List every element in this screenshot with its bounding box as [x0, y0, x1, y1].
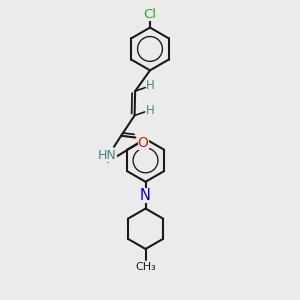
Text: N: N	[140, 188, 151, 203]
Text: O: O	[138, 136, 148, 150]
Text: CH₃: CH₃	[135, 262, 156, 272]
Text: HN: HN	[98, 148, 117, 162]
Text: H: H	[146, 104, 154, 117]
Text: Cl: Cl	[143, 8, 157, 21]
Text: H: H	[146, 79, 155, 92]
